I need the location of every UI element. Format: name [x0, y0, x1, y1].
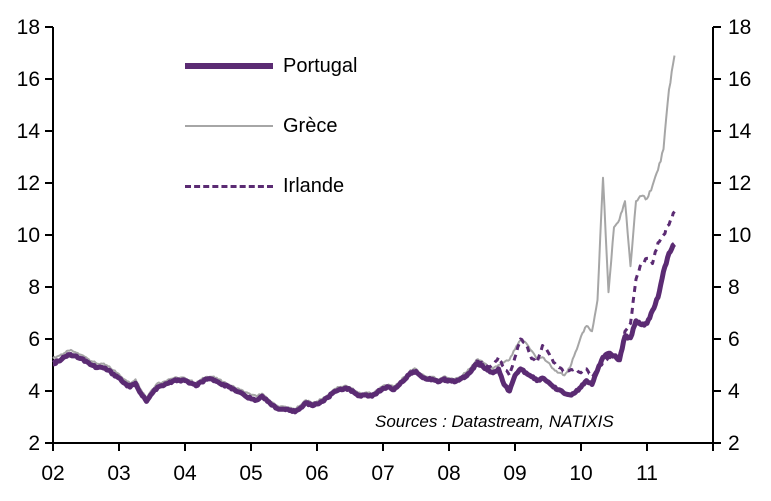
series-line-irlande [51, 210, 676, 413]
x-tick-label: 04 [173, 462, 197, 485]
y-tick-label-right: 16 [728, 68, 751, 91]
y-tick-label-right: 18 [728, 16, 751, 39]
x-tick-label: 11 [636, 462, 658, 485]
y-tick-label-left: 2 [28, 432, 40, 455]
y-tick-label-left: 10 [17, 224, 40, 247]
legend-item-irlande: Irlande [185, 172, 344, 200]
y-tick-label-right: 2 [728, 432, 740, 455]
y-tick-label-right: 14 [728, 120, 752, 143]
x-tick-label: 08 [437, 462, 460, 485]
y-tick-label-left: 18 [17, 16, 40, 39]
y-tick-label-left: 4 [28, 380, 40, 403]
x-tick-label: 10 [569, 462, 592, 485]
y-tick-label-right: 10 [728, 224, 751, 247]
x-tick-label: 02 [41, 462, 64, 485]
y-tick-label-left: 8 [28, 276, 40, 299]
y-tick-label-left: 16 [17, 68, 40, 91]
series-line-portugal [51, 242, 677, 415]
y-tick-label-left: 14 [17, 120, 41, 143]
grece-line-swatch [185, 125, 273, 127]
portugal-line-swatch [185, 63, 273, 69]
y-tick-label-left: 6 [28, 328, 40, 351]
x-tick-label: 06 [305, 462, 328, 485]
legend-label-irlande: Irlande [283, 174, 345, 197]
y-tick-label-left: 12 [17, 172, 40, 195]
legend-label-portugal: Portugal [283, 54, 358, 77]
y-tick-label-right: 12 [728, 172, 751, 195]
series-line-grce [52, 55, 676, 411]
x-tick-label: 03 [107, 462, 130, 485]
y-tick-label-right: 8 [728, 276, 740, 299]
source-note: Sources : Datastream, NATIXIS [375, 412, 614, 431]
y-tick-label-right: 6 [728, 328, 740, 351]
legend-item-portugal: Portugal [185, 52, 358, 80]
x-tick-label: 09 [503, 462, 526, 485]
x-tick-label: 05 [239, 462, 262, 485]
irlande-line-swatch [185, 184, 273, 188]
legend-item-grece: Grèce [185, 112, 337, 140]
legend-label-grece: Grèce [283, 114, 338, 137]
y-tick-label-right: 4 [728, 380, 740, 403]
x-tick-label: 07 [371, 462, 394, 485]
